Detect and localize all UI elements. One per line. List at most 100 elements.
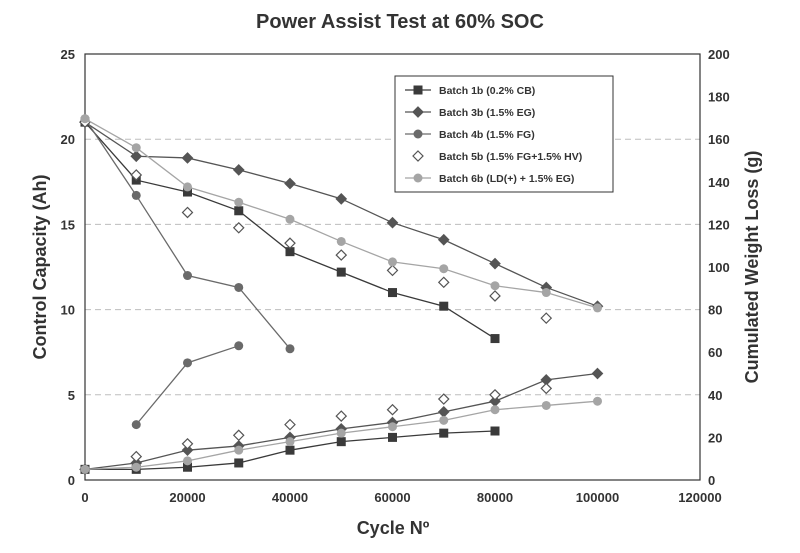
- legend-marker: [412, 150, 424, 162]
- data-point-capacity: [181, 206, 194, 219]
- y-right-tick-label: 160: [708, 132, 730, 147]
- data-point-capacity: [234, 197, 244, 207]
- data-point-weight-loss: [490, 426, 500, 436]
- legend: Batch 1b (0.2% CB) Batch 3b (1.5% EG) Batc…: [394, 75, 614, 193]
- data-point-weight-loss: [541, 400, 551, 410]
- data-point-capacity: [386, 216, 399, 229]
- data-point-capacity: [130, 150, 143, 163]
- legend-marker: [413, 85, 423, 95]
- series-line-weight-loss: [135, 345, 239, 426]
- series-5: [80, 114, 602, 474]
- data-point-capacity: [183, 187, 192, 197]
- data-point-capacity: [285, 247, 295, 257]
- y-right-tick-label: 140: [708, 175, 730, 190]
- data-point-weight-loss: [591, 367, 604, 380]
- x-tick-label: 0: [81, 490, 88, 505]
- data-point-weight-loss: [335, 410, 348, 422]
- axis-ticks: 0 20000 40000 60000 80000 100000 120000 0 5 10 15 2…: [61, 47, 730, 505]
- data-point-weight-loss: [183, 456, 192, 466]
- plot-frame: [84, 53, 701, 481]
- data-point-weight-loss: [388, 432, 397, 442]
- legend-marker: [413, 129, 423, 139]
- data-point-capacity: [437, 276, 450, 289]
- legend-marker: [413, 173, 423, 183]
- data-point-weight-loss: [285, 437, 295, 447]
- data-point-capacity: [285, 214, 295, 224]
- y-right-tick-label: 200: [708, 47, 730, 62]
- y-left-tick-label: 15: [61, 217, 75, 232]
- data-point-weight-loss: [234, 458, 244, 468]
- data-point-weight-loss: [234, 445, 244, 455]
- legend-label: Batch 4b (1.5% FG): [439, 129, 535, 141]
- data-point-capacity: [80, 114, 90, 124]
- y-right-tick-label: 100: [708, 260, 730, 275]
- data-point-weight-loss: [130, 450, 143, 463]
- data-point-capacity: [234, 282, 244, 292]
- data-point-weight-loss: [336, 428, 346, 438]
- data-point-capacity: [131, 190, 141, 200]
- data-point-weight-loss: [490, 405, 500, 415]
- data-point-weight-loss: [80, 464, 90, 474]
- data-point-capacity: [490, 334, 500, 344]
- legend-label: Batch 1b (0.2% CB): [439, 85, 535, 97]
- legend-label: Batch 6b (LD(+) + 1.5% EG): [439, 173, 574, 185]
- data-point-weight-loss: [388, 422, 397, 432]
- data-point-weight-loss: [437, 393, 450, 405]
- data-point-weight-loss: [131, 420, 141, 430]
- data-point-capacity: [232, 221, 245, 234]
- x-tick-label: 120000: [678, 490, 721, 505]
- data-point-weight-loss: [284, 418, 296, 431]
- y-right-axis-label: Cumulated Weight Loss (g): [742, 151, 762, 384]
- data-point-weight-loss: [439, 428, 449, 438]
- data-point-capacity: [593, 303, 602, 313]
- data-point-capacity: [284, 237, 296, 249]
- x-tick-label: 20000: [169, 490, 205, 505]
- data-point-weight-loss: [234, 341, 244, 351]
- y-right-tick-label: 60: [708, 345, 722, 360]
- y-right-tick-label: 40: [708, 388, 722, 403]
- data-point-capacity: [439, 301, 449, 311]
- y-right-tick-label: 20: [708, 430, 722, 445]
- data-point-capacity: [490, 281, 500, 291]
- data-point-weight-loss: [336, 437, 346, 447]
- y-left-tick-label: 10: [61, 303, 75, 318]
- data-point-capacity: [232, 164, 245, 176]
- data-point-capacity: [439, 264, 449, 274]
- data-point-weight-loss: [540, 382, 553, 395]
- data-point-weight-loss: [232, 429, 245, 442]
- data-point-capacity: [437, 233, 450, 246]
- y-right-tick-label: 80: [708, 303, 722, 318]
- data-point-capacity: [131, 143, 141, 153]
- data-point-capacity: [388, 257, 397, 267]
- data-point-weight-loss: [183, 462, 192, 472]
- y-left-tick-label: 5: [68, 388, 75, 403]
- data-point-weight-loss: [439, 415, 449, 425]
- data-point-weight-loss: [489, 388, 501, 401]
- x-tick-label: 80000: [477, 490, 513, 505]
- data-point-weight-loss: [131, 462, 141, 472]
- data-point-capacity: [540, 312, 553, 324]
- data-point-capacity: [388, 288, 397, 298]
- data-point-weight-loss: [183, 358, 192, 368]
- data-point-capacity: [386, 264, 399, 277]
- data-point-weight-loss: [437, 405, 450, 418]
- y-right-tick-label: 0: [708, 473, 715, 488]
- series-1: [80, 117, 500, 474]
- y-right-tick-label: 120: [708, 217, 730, 232]
- data-point-capacity: [336, 267, 346, 277]
- x-tick-label: 100000: [576, 490, 619, 505]
- data-point-capacity: [541, 288, 551, 298]
- data-point-capacity: [130, 169, 143, 181]
- y-left-tick-label: 20: [61, 132, 75, 147]
- legend-box: [394, 75, 614, 193]
- data-point-weight-loss: [593, 396, 602, 406]
- data-point-capacity: [336, 236, 346, 246]
- legend-marker: [412, 106, 424, 118]
- data-point-weight-loss: [181, 444, 194, 457]
- legend-label: Batch 5b (1.5% FG+1.5% HV): [439, 151, 582, 163]
- data-point-capacity: [489, 257, 501, 270]
- data-point-capacity: [335, 249, 348, 261]
- data-point-weight-loss: [181, 437, 194, 450]
- data-point-capacity: [489, 290, 501, 302]
